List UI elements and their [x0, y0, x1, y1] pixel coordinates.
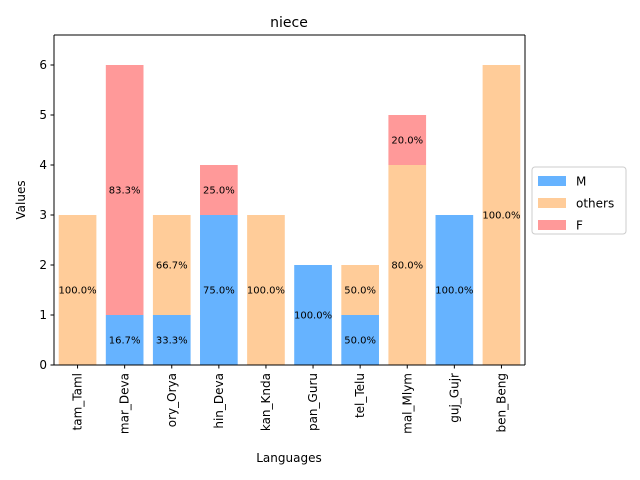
x-tick-label: pan_Guru: [306, 373, 320, 431]
x-tick-label: tel_Telu: [353, 373, 367, 418]
bar-label: 16.7%: [109, 336, 141, 347]
bars-layer: [58, 65, 521, 365]
bar-label: 20.0%: [391, 136, 423, 147]
y-axis-title: Values: [14, 180, 28, 219]
bar-f-mar_Deva: [105, 65, 144, 315]
bar-label: 100.0%: [294, 311, 332, 322]
x-tick-label: guj_Gujr: [447, 373, 461, 423]
x-tick-label: kan_Knda: [259, 373, 273, 431]
bar-m-guj_Gujr: [435, 215, 474, 365]
bar-others-mal_Mlym: [388, 165, 427, 365]
bar-others-ory_Orya: [152, 215, 191, 315]
bar-f-hin_Deva: [200, 165, 238, 215]
legend-swatch-f: [538, 220, 566, 230]
y-tick-label: 3: [39, 208, 47, 222]
bar-f-mal_Mlym: [388, 115, 427, 165]
axes-layer: 0 1 2 3 4 5 6 tam_Taml mar_Deva ory_Orya hin_Deva k…: [39, 34, 526, 434]
bar-label: 25.0%: [203, 186, 235, 197]
y-tick-label: 4: [39, 158, 47, 172]
bar-others-kan_Knda: [247, 215, 285, 365]
legend-swatch-others: [538, 198, 566, 208]
x-tick-label: ory_Orya: [165, 373, 179, 427]
bar-labels-layer: 16.7% 33.3% 75.0% 100.0% 50.0% 100.0% 100.0% 66…: [58, 136, 520, 347]
legend-label-m: M: [576, 175, 586, 189]
y-tick-label: 2: [39, 258, 47, 272]
y-tick-label: 6: [39, 58, 47, 72]
bar-others-tam_Taml: [58, 215, 97, 365]
bar-m-hin_Deva: [200, 215, 238, 365]
bar-m-mar_Deva: [105, 315, 144, 365]
y-tick-label: 0: [39, 358, 47, 372]
bar-label: 83.3%: [109, 186, 141, 197]
bar-label: 100.0%: [58, 286, 96, 297]
x-axis-title: Languages: [256, 451, 321, 465]
bar-label: 33.3%: [156, 336, 188, 347]
bar-others-ben_Beng: [482, 65, 521, 365]
bar-label: 100.0%: [435, 286, 473, 297]
x-tick-label: hin_Deva: [212, 373, 226, 429]
x-tick-label: mar_Deva: [118, 373, 132, 434]
bar-label: 100.0%: [482, 211, 520, 222]
bar-label: 75.0%: [203, 286, 235, 297]
bar-label: 100.0%: [247, 286, 285, 297]
bar-others-tel_Telu: [341, 265, 379, 315]
y-tick-label: 1: [39, 308, 47, 322]
x-tick-label: ben_Beng: [494, 373, 508, 432]
legend-label-f: F: [576, 219, 583, 233]
bar-label: 80.0%: [391, 261, 423, 272]
bar-label: 66.7%: [156, 261, 188, 272]
bar-label: 50.0%: [344, 336, 376, 347]
bar-m-tel_Telu: [341, 315, 379, 365]
y-tick-label: 5: [39, 108, 47, 122]
chart-title: niece: [270, 15, 308, 31]
bar-m-pan_Guru: [294, 265, 332, 365]
x-tick-label: mal_Mlym: [400, 373, 414, 434]
bar-m-ory_Orya: [152, 315, 191, 365]
legend-label-others: others: [576, 197, 614, 211]
legend-swatch-m: [538, 176, 566, 186]
bar-label: 50.0%: [344, 286, 376, 297]
x-tick-label: tam_Taml: [71, 373, 85, 430]
